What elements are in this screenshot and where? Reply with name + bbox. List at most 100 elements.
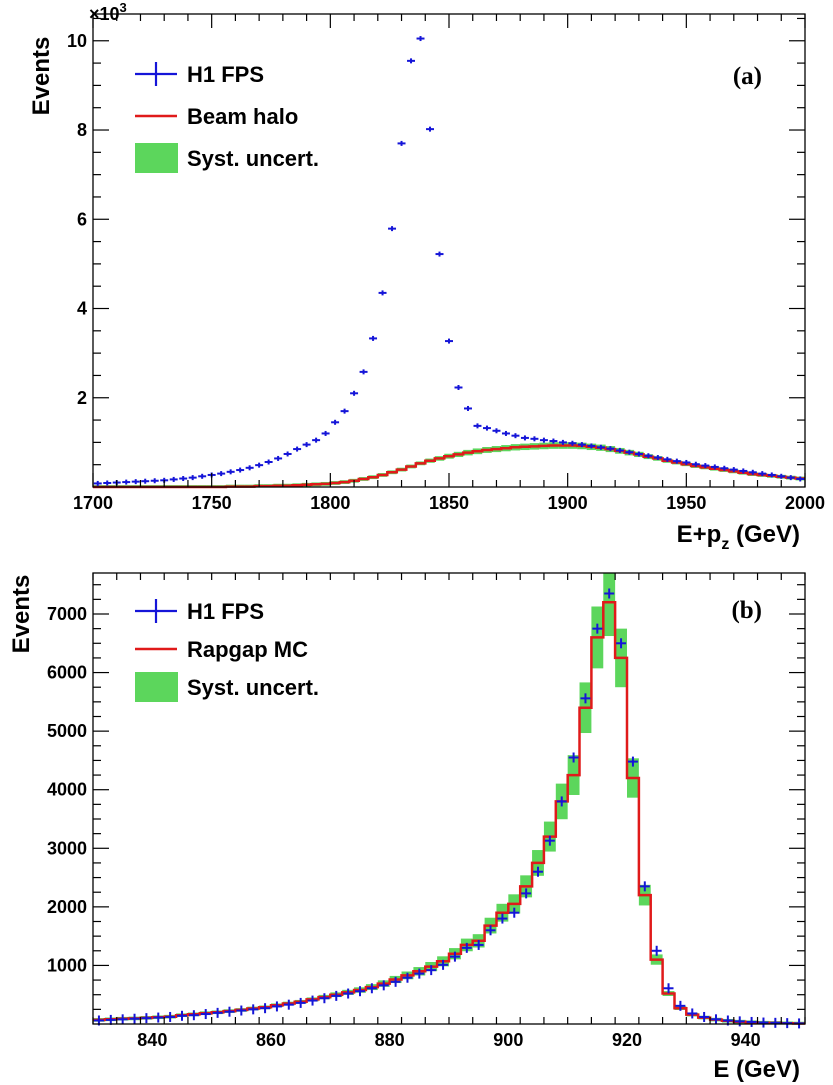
data-point — [236, 1005, 247, 1016]
data-point — [236, 467, 245, 473]
panel-a: 1700 1750 1800 1850 1900 1950 2000 2 4 6 8 10×103 Ev… — [28, 0, 825, 553]
legend-entry: Beam halo — [135, 104, 298, 129]
data-point — [255, 462, 264, 468]
x-axis-label: E+pz (GeV) — [677, 521, 800, 553]
data-point — [93, 480, 102, 486]
data-point — [369, 335, 378, 341]
data-point — [350, 390, 359, 396]
data-markers — [93, 588, 805, 1029]
data-point — [615, 447, 624, 453]
legend-label: Syst. uncert. — [187, 146, 319, 171]
y-tick-label: 8 — [77, 120, 87, 140]
data-point — [746, 1016, 757, 1027]
legend-band-swatch — [135, 672, 178, 702]
data-point — [343, 988, 354, 999]
x-axis-label: E (GeV) — [713, 1056, 800, 1083]
data-point — [720, 465, 729, 471]
data-point — [530, 436, 539, 442]
legend-entry: Rapgap MC — [135, 637, 308, 662]
x-tick-label: 840 — [137, 1030, 167, 1050]
data-point — [177, 1010, 187, 1021]
data-point — [663, 983, 674, 994]
data-point — [260, 1003, 271, 1014]
y-tick-label: 4000 — [47, 780, 87, 800]
data-point — [568, 752, 579, 763]
legend-label: Beam halo — [187, 104, 298, 129]
data-point — [150, 478, 159, 484]
data-point — [485, 925, 496, 936]
data-point — [663, 456, 672, 462]
data-point — [359, 369, 368, 375]
legend-entry: Syst. uncert. — [135, 672, 319, 702]
data-point — [307, 995, 318, 1006]
data-point — [710, 464, 719, 470]
data-point — [511, 433, 520, 439]
data-point — [777, 473, 786, 479]
data-point — [687, 1008, 698, 1019]
data-point — [153, 1012, 164, 1023]
data-point — [544, 835, 555, 846]
data-point — [651, 945, 662, 956]
legend-label: H1 FPS — [187, 599, 264, 624]
data-point — [274, 455, 283, 461]
data-point — [283, 999, 294, 1010]
data-point — [734, 1016, 745, 1027]
data-point — [402, 972, 413, 983]
legend: H1 FPS Rapgap MC Syst. uncert. — [135, 599, 319, 702]
data-point — [271, 1001, 282, 1012]
x-tick-label: 900 — [493, 1030, 523, 1050]
data-point — [556, 796, 567, 807]
syst-band-bin — [603, 573, 616, 637]
data-point — [331, 990, 342, 1001]
y-exponent-label: ×103 — [89, 0, 127, 24]
y-tick-label: 3000 — [47, 838, 87, 858]
data-point — [224, 1006, 235, 1017]
data-point — [141, 478, 150, 484]
data-point — [331, 419, 340, 425]
data-point — [782, 1018, 793, 1029]
data-point — [461, 942, 472, 953]
data-point — [390, 976, 401, 987]
data-point — [580, 693, 591, 704]
y-axis-label: Events — [8, 575, 35, 654]
data-point — [454, 384, 463, 390]
data-point — [366, 983, 377, 994]
data-point — [492, 428, 501, 434]
data-point — [103, 480, 112, 486]
data-point — [577, 442, 586, 448]
data-point — [416, 36, 425, 42]
x-tick-label: 1900 — [548, 493, 588, 513]
data-point — [188, 1010, 199, 1021]
y-exponent-power: 3 — [120, 0, 127, 15]
data-point — [198, 473, 207, 479]
data-point — [739, 468, 748, 474]
data-point — [105, 1014, 116, 1025]
legend-label: H1 FPS — [187, 62, 264, 87]
legend-entry: H1 FPS — [135, 62, 264, 87]
data-point — [509, 907, 520, 918]
data-point — [226, 469, 235, 475]
x-tick-label: 940 — [731, 1030, 761, 1050]
data-point — [141, 1013, 152, 1024]
x-tick-label: 1750 — [192, 493, 232, 513]
model-step-line — [93, 601, 805, 1025]
legend: H1 FPS Beam halo Syst. uncert. — [135, 62, 319, 173]
data-point — [482, 425, 491, 431]
data-point — [501, 430, 510, 436]
y-axis-label: Events — [28, 37, 55, 116]
data-point — [729, 467, 738, 473]
data-point — [414, 968, 425, 979]
data-point — [426, 965, 437, 976]
data-point — [568, 440, 577, 446]
x-tick-label: 860 — [256, 1030, 286, 1050]
data-point — [407, 58, 416, 64]
data-point — [117, 1014, 128, 1025]
data-point — [188, 475, 197, 481]
data-point — [558, 439, 567, 445]
y-tick-label: 6 — [77, 209, 87, 229]
panel-label: (a) — [733, 63, 762, 90]
legend-entry: Syst. uncert. — [135, 143, 319, 173]
data-point — [770, 1017, 781, 1028]
data-point — [340, 408, 349, 414]
legend-entry: H1 FPS — [135, 599, 264, 624]
